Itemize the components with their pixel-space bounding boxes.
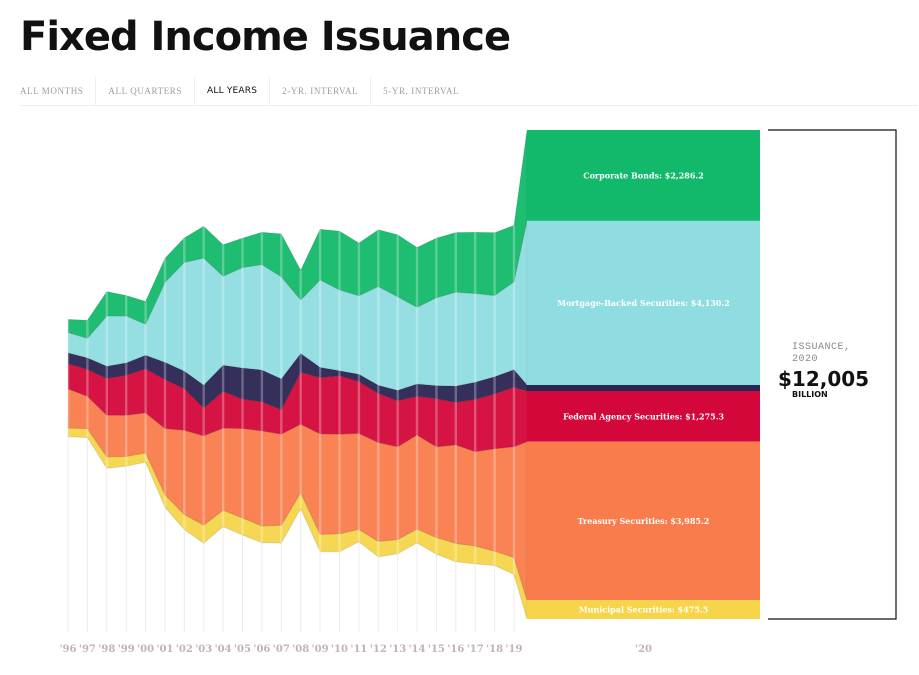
year-stripe bbox=[357, 243, 361, 542]
total-value: $12,005 bbox=[778, 367, 869, 391]
year-grid bbox=[67, 436, 515, 632]
year-stripe bbox=[454, 232, 457, 562]
year-stripe bbox=[338, 231, 341, 552]
total-unit: BILLION bbox=[792, 390, 828, 399]
tab-all-quarters[interactable]: ALL QUARTERS bbox=[96, 77, 195, 105]
x-tick-label: '13 bbox=[389, 644, 406, 655]
tab-2-yr-interval[interactable]: 2-YR. INTERVAL bbox=[270, 77, 372, 105]
x-tick-label: '96 bbox=[60, 644, 77, 655]
bar-2020-label-agency: Federal Agency Securities: $1,275.3 bbox=[563, 411, 725, 421]
total-box-bracket bbox=[768, 129, 897, 620]
year-stripe-group bbox=[66, 225, 516, 575]
x-tick-label: '99 bbox=[118, 644, 135, 655]
year-stripe bbox=[260, 232, 264, 543]
page-title: Fixed Income Issuance bbox=[20, 14, 511, 60]
year-stripe bbox=[396, 234, 399, 554]
x-tick-label: '18 bbox=[486, 644, 503, 655]
year-stripe bbox=[512, 225, 516, 575]
bar-2020-label-treasury: Treasury Securities: $3,985.2 bbox=[578, 516, 710, 526]
bar-2020-label-mortgage: Mortgage-Backed Securities: $4,130.2 bbox=[557, 298, 730, 308]
year-stripe bbox=[435, 238, 438, 555]
x-tick-label: '97 bbox=[79, 644, 96, 655]
year-stripe bbox=[202, 226, 205, 544]
total-title-line1: ISSUANCE, bbox=[792, 342, 851, 353]
year-stripe bbox=[474, 232, 477, 564]
x-tick-label: '01 bbox=[157, 644, 174, 655]
year-stripe bbox=[415, 247, 419, 543]
bar-2020-label-municipal: Municipal Securities: $475.5 bbox=[579, 605, 709, 615]
area-agency_dark bbox=[68, 352, 527, 410]
year-stripe bbox=[144, 301, 147, 463]
x-tick-label-2020: '20 bbox=[635, 644, 652, 655]
year-stripe bbox=[318, 229, 322, 552]
year-stripe bbox=[241, 238, 244, 536]
x-tick-label: '14 bbox=[409, 644, 426, 655]
x-tick-label: '05 bbox=[234, 644, 251, 655]
tab-all-years[interactable]: ALL YEARS bbox=[195, 77, 271, 105]
year-stripe bbox=[299, 270, 302, 509]
area-series-group bbox=[67, 129, 528, 620]
year-stripe bbox=[125, 295, 128, 467]
x-tick-label: '03 bbox=[195, 644, 212, 655]
area-treasury bbox=[68, 388, 527, 601]
bar-2020-segment-treasury[interactable] bbox=[527, 441, 760, 601]
year-stripe bbox=[66, 319, 70, 437]
year-stripe bbox=[280, 233, 283, 544]
total-title-line2: 2020 bbox=[792, 354, 818, 365]
year-stripe bbox=[163, 258, 167, 508]
x-tick-label: '09 bbox=[312, 644, 329, 655]
bar-2020-segment-agency[interactable] bbox=[527, 391, 760, 442]
year-stripe bbox=[377, 229, 380, 557]
bar-2020-segment-corporate[interactable] bbox=[527, 130, 760, 221]
tab-5-yr-interval[interactable]: 5-YR. INTERVAL bbox=[383, 86, 460, 96]
year-stripe bbox=[493, 232, 496, 566]
x-tick-label: '07 bbox=[273, 644, 290, 655]
tab-all-months[interactable]: ALL MONTHS bbox=[20, 77, 97, 105]
x-tick-label: '02 bbox=[176, 644, 193, 655]
year-stripe bbox=[105, 291, 108, 469]
bar-2020-group: Corporate Bonds: $2,286.2 Mortgage-Backed… bbox=[527, 130, 760, 619]
year-stripe bbox=[183, 237, 186, 530]
area-agency bbox=[68, 363, 527, 452]
x-tick-label: '08 bbox=[292, 644, 309, 655]
x-tick-label: '06 bbox=[253, 644, 270, 655]
total-issuance-box: ISSUANCE, 2020 $12,005 BILLION bbox=[768, 129, 897, 620]
year-stripe bbox=[86, 320, 89, 438]
bar-2020-segment-municipal[interactable] bbox=[527, 600, 760, 619]
x-tick-label: '11 bbox=[350, 644, 367, 655]
x-axis-tick-labels: '96'97'98'99'00'01'02'03'04'05'06'07'08 '… bbox=[60, 644, 653, 655]
x-tick-label: '15 bbox=[428, 644, 445, 655]
x-tick-label: '00 bbox=[137, 644, 154, 655]
bar-2020-label-corporate: Corporate Bonds: $2,286.2 bbox=[583, 170, 704, 180]
area-corporate bbox=[68, 130, 527, 339]
bar-2020-segment-mortgage[interactable] bbox=[527, 220, 760, 386]
interval-tab-bar: ALL MONTHS ALL QUARTERS ALL YEARS 2-YR. … bbox=[20, 77, 918, 106]
x-tick-label: '12 bbox=[370, 644, 387, 655]
area-mortgage bbox=[68, 220, 527, 391]
x-tick-label: '17 bbox=[467, 644, 484, 655]
year-stripe bbox=[221, 244, 225, 527]
x-tick-label: '19 bbox=[506, 644, 523, 655]
x-tick-label: '16 bbox=[447, 644, 464, 655]
bar-2020-segment-agency_dark[interactable] bbox=[527, 385, 760, 391]
x-tick-label: '10 bbox=[331, 644, 348, 655]
x-tick-label: '98 bbox=[98, 644, 115, 655]
x-tick-label: '04 bbox=[215, 644, 232, 655]
